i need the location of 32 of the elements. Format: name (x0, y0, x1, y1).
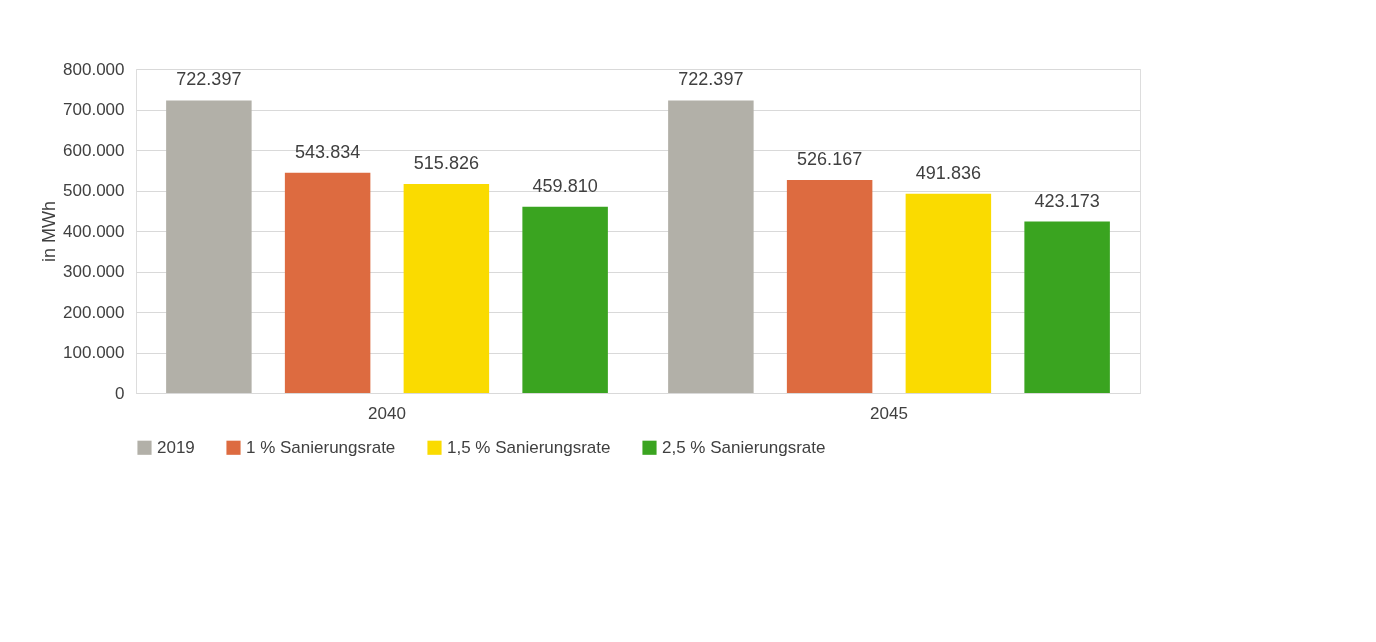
y-tick-label: 200.000 (63, 302, 125, 322)
y-tick-label: 600.000 (63, 140, 125, 160)
y-tick-label: 100.000 (63, 343, 125, 362)
bar (522, 206, 608, 393)
y-tick-label: 0 (115, 383, 125, 403)
y-tick-label: 300.000 (63, 262, 125, 281)
data-label: 459.810 (532, 175, 598, 196)
bar (284, 172, 371, 393)
legend-label: 1,5 % Sanierungsrate (447, 437, 611, 457)
y-axis-title: in MWh (39, 200, 60, 263)
data-label: 423.173 (1034, 190, 1100, 211)
legend-label: 2019 (157, 437, 195, 457)
data-label: 526.167 (797, 148, 863, 169)
data-label: 722.397 (678, 69, 744, 90)
bar (166, 100, 252, 393)
x-tick-label: 2045 (870, 403, 908, 423)
y-tick-label: 800.000 (63, 59, 125, 79)
legend-label: 2,5 % Sanierungsrate (662, 437, 826, 457)
data-label: 722.397 (176, 69, 242, 90)
bar (786, 179, 873, 393)
x-tick-label: 2040 (368, 403, 406, 423)
y-tick-label: 400.000 (63, 221, 125, 241)
bar (1024, 221, 1110, 393)
bar (905, 193, 992, 393)
legend-label: 1 % Sanierungsrate (246, 437, 396, 457)
data-label: 491.836 (915, 162, 981, 183)
y-tick-label: 700.000 (63, 100, 125, 119)
bar (403, 184, 490, 393)
data-label: 515.826 (413, 153, 479, 174)
y-tick-label: 500.000 (63, 181, 125, 200)
bar (668, 100, 754, 393)
data-label: 543.834 (295, 141, 361, 162)
